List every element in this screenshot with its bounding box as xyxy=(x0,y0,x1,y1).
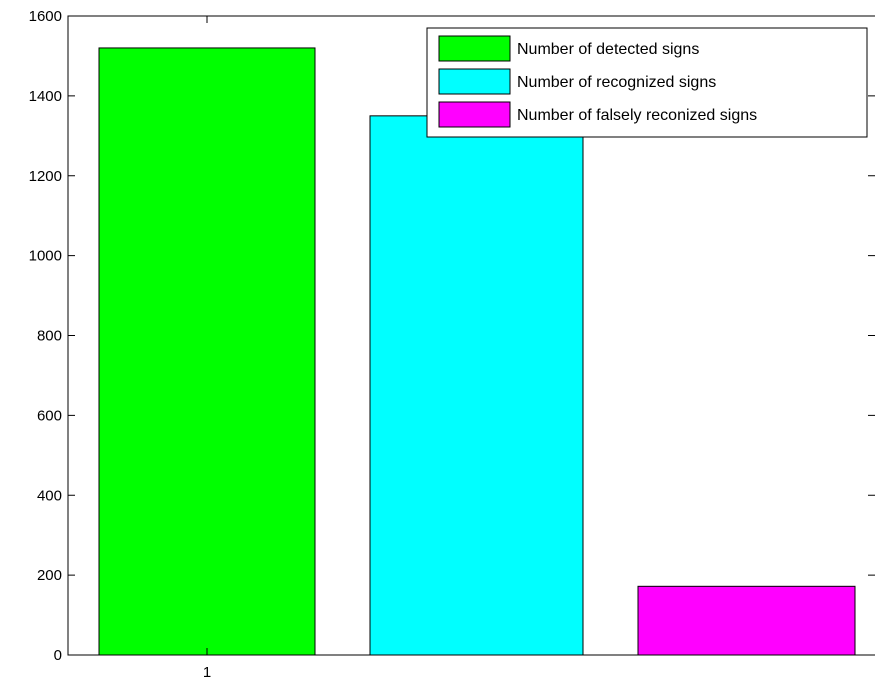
legend-swatch-3 xyxy=(438,101,511,128)
axes-layer: 0 200 400 600 800 1000 1200 1400 1600 1 xyxy=(29,8,875,681)
legend-label-1: Number of detected signs xyxy=(517,41,699,58)
bars-layer xyxy=(98,47,856,656)
legend-label-2: Number of recognized signs xyxy=(517,74,716,91)
y-tick-label: 600 xyxy=(37,407,62,424)
bar-1 xyxy=(98,47,316,656)
y-tick-label: 1200 xyxy=(29,168,62,185)
x-tick-label: 1 xyxy=(203,664,211,681)
legend-swatch-1 xyxy=(438,35,511,62)
y-tick-label: 0 xyxy=(54,647,62,664)
y-tick-label: 1400 xyxy=(29,88,62,105)
y-tick-label: 200 xyxy=(37,567,62,584)
y-tick-label: 1000 xyxy=(29,248,62,265)
legend-swatch-2 xyxy=(438,68,511,95)
legend: Number of detected signs Number of recogn… xyxy=(426,27,868,138)
bar-2 xyxy=(369,115,584,656)
y-tick-label: 800 xyxy=(37,328,62,345)
y-tick-label: 1600 xyxy=(29,8,62,25)
bar-3 xyxy=(637,585,856,656)
y-tick-label: 400 xyxy=(37,487,62,504)
legend-label-3: Number of falsely reconized signs xyxy=(517,107,757,124)
